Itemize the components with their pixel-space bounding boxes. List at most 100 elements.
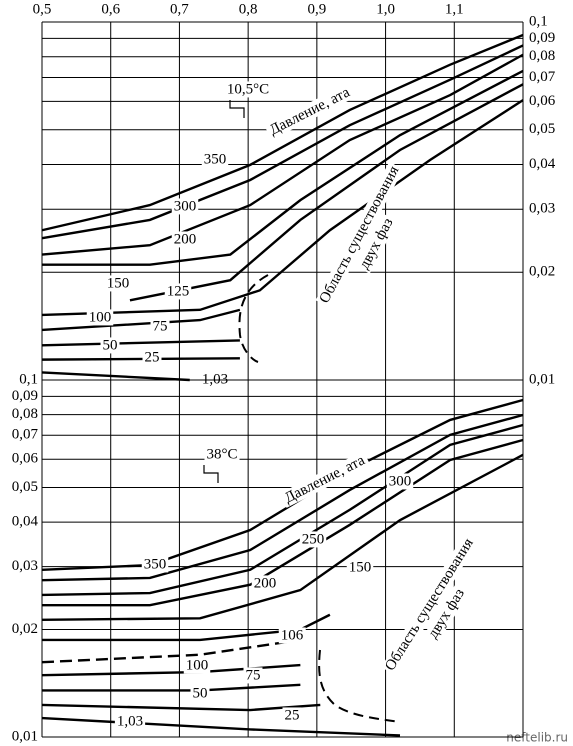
curve [41, 398, 524, 571]
curve-label: 1,03 [117, 713, 143, 729]
y-tick-label: 0,03 [529, 201, 555, 217]
curve [42, 613, 331, 642]
x-tick-label: 0,6 [101, 1, 120, 17]
label-bg [224, 81, 272, 98]
region-label: Область существования [382, 536, 477, 674]
curve-label: 50 [193, 685, 208, 701]
y-tick-label: 0,01 [12, 728, 38, 744]
y-tick-label: 0,02 [529, 264, 555, 280]
label-bg [386, 473, 414, 490]
label-bg [104, 275, 132, 292]
y-tick-label: 0,04 [12, 514, 39, 530]
curve-label: 350 [204, 151, 227, 167]
label-bg [299, 531, 327, 548]
curve [41, 44, 524, 240]
curve [41, 339, 240, 347]
label-bg [142, 349, 162, 366]
curve [41, 453, 524, 621]
curve [41, 703, 321, 712]
curve [41, 308, 241, 332]
curve [41, 413, 524, 582]
x-tick-label: 1,0 [376, 1, 395, 17]
label-bg [190, 685, 210, 702]
label-bg [346, 559, 374, 576]
temperature: 38°С [206, 446, 237, 462]
y-tick-label: 0,01 [529, 371, 555, 387]
label-bg [278, 627, 306, 644]
curve [41, 638, 301, 664]
y-tick-label: 0,07 [529, 69, 556, 85]
curve-label: 200 [254, 575, 277, 591]
label-bg [164, 283, 192, 300]
y-tick-label: 0,07 [12, 427, 39, 443]
curve-label: 200 [174, 231, 197, 247]
label-bg [100, 337, 120, 354]
label-bg [315, 161, 404, 308]
curve-label: 150 [349, 559, 372, 575]
curve [41, 53, 524, 256]
x-tick-label: 0,5 [33, 1, 52, 17]
label-bg [150, 318, 170, 335]
curve [41, 716, 401, 737]
y-tick-label: 0,06 [12, 451, 39, 467]
curve-label: 100 [89, 309, 112, 325]
curve [42, 683, 301, 692]
curve [42, 438, 524, 607]
y-tick-label: 0,09 [12, 388, 38, 404]
temp-arrow [203, 465, 219, 483]
curve-label: 25 [145, 349, 160, 365]
label-bg [251, 575, 279, 592]
curve-label: 350 [144, 556, 167, 572]
curve [41, 33, 524, 232]
label-bg [201, 151, 229, 168]
curve-label: 300 [174, 198, 197, 214]
curve-label: 75 [246, 667, 261, 683]
curve-label: 100 [186, 657, 209, 673]
curve-label: 125 [167, 283, 190, 299]
temp-arrow [229, 100, 245, 118]
y-tick-label: 0,08 [529, 48, 555, 64]
y-tick-label: 0,06 [529, 93, 556, 109]
phase-boundary [238, 274, 269, 363]
y-tick-label: 0,09 [529, 30, 555, 46]
watermark: neftelib.ru [506, 731, 568, 745]
curve-label: 150 [107, 275, 130, 291]
label-bg [243, 667, 263, 684]
label-bg [264, 82, 356, 140]
curve [41, 357, 240, 361]
curve-label: 1,03 [202, 371, 228, 387]
y-tick-label: 0,1 [19, 371, 38, 387]
label-bg [204, 446, 240, 463]
curve [42, 69, 524, 266]
curve [129, 83, 524, 302]
y-tick-label: 0,08 [12, 406, 38, 422]
curve [41, 371, 190, 382]
y-tick-label: 0,03 [12, 558, 38, 574]
y-tick-label: 0,04 [529, 156, 556, 172]
label-bg [183, 657, 211, 674]
label-bg [355, 213, 398, 274]
curve [41, 99, 524, 317]
curve-label: 25 [285, 707, 300, 723]
pressure-label: Давление, ата [282, 452, 368, 506]
temperature: 10,5°С [227, 81, 269, 97]
label-bg [424, 584, 470, 644]
y-tick-label: 0,02 [12, 621, 38, 637]
x-tick-label: 1,1 [445, 1, 464, 17]
phase-boundary [318, 649, 401, 723]
label-bg [381, 533, 478, 676]
curve-label: 106 [281, 627, 304, 643]
y-tick-label: 0,05 [12, 479, 38, 495]
label-bg [199, 371, 231, 388]
curve-label: 50 [103, 337, 118, 353]
x-tick-label: 0,7 [170, 1, 189, 17]
label-bg [279, 450, 371, 508]
curve-label: 300 [389, 473, 412, 489]
label-bg [141, 556, 169, 573]
y-tick-label: 0,05 [529, 121, 555, 137]
curve-label: 75 [153, 318, 168, 334]
label-bg [171, 231, 199, 248]
x-tick-label: 0,8 [239, 1, 258, 17]
